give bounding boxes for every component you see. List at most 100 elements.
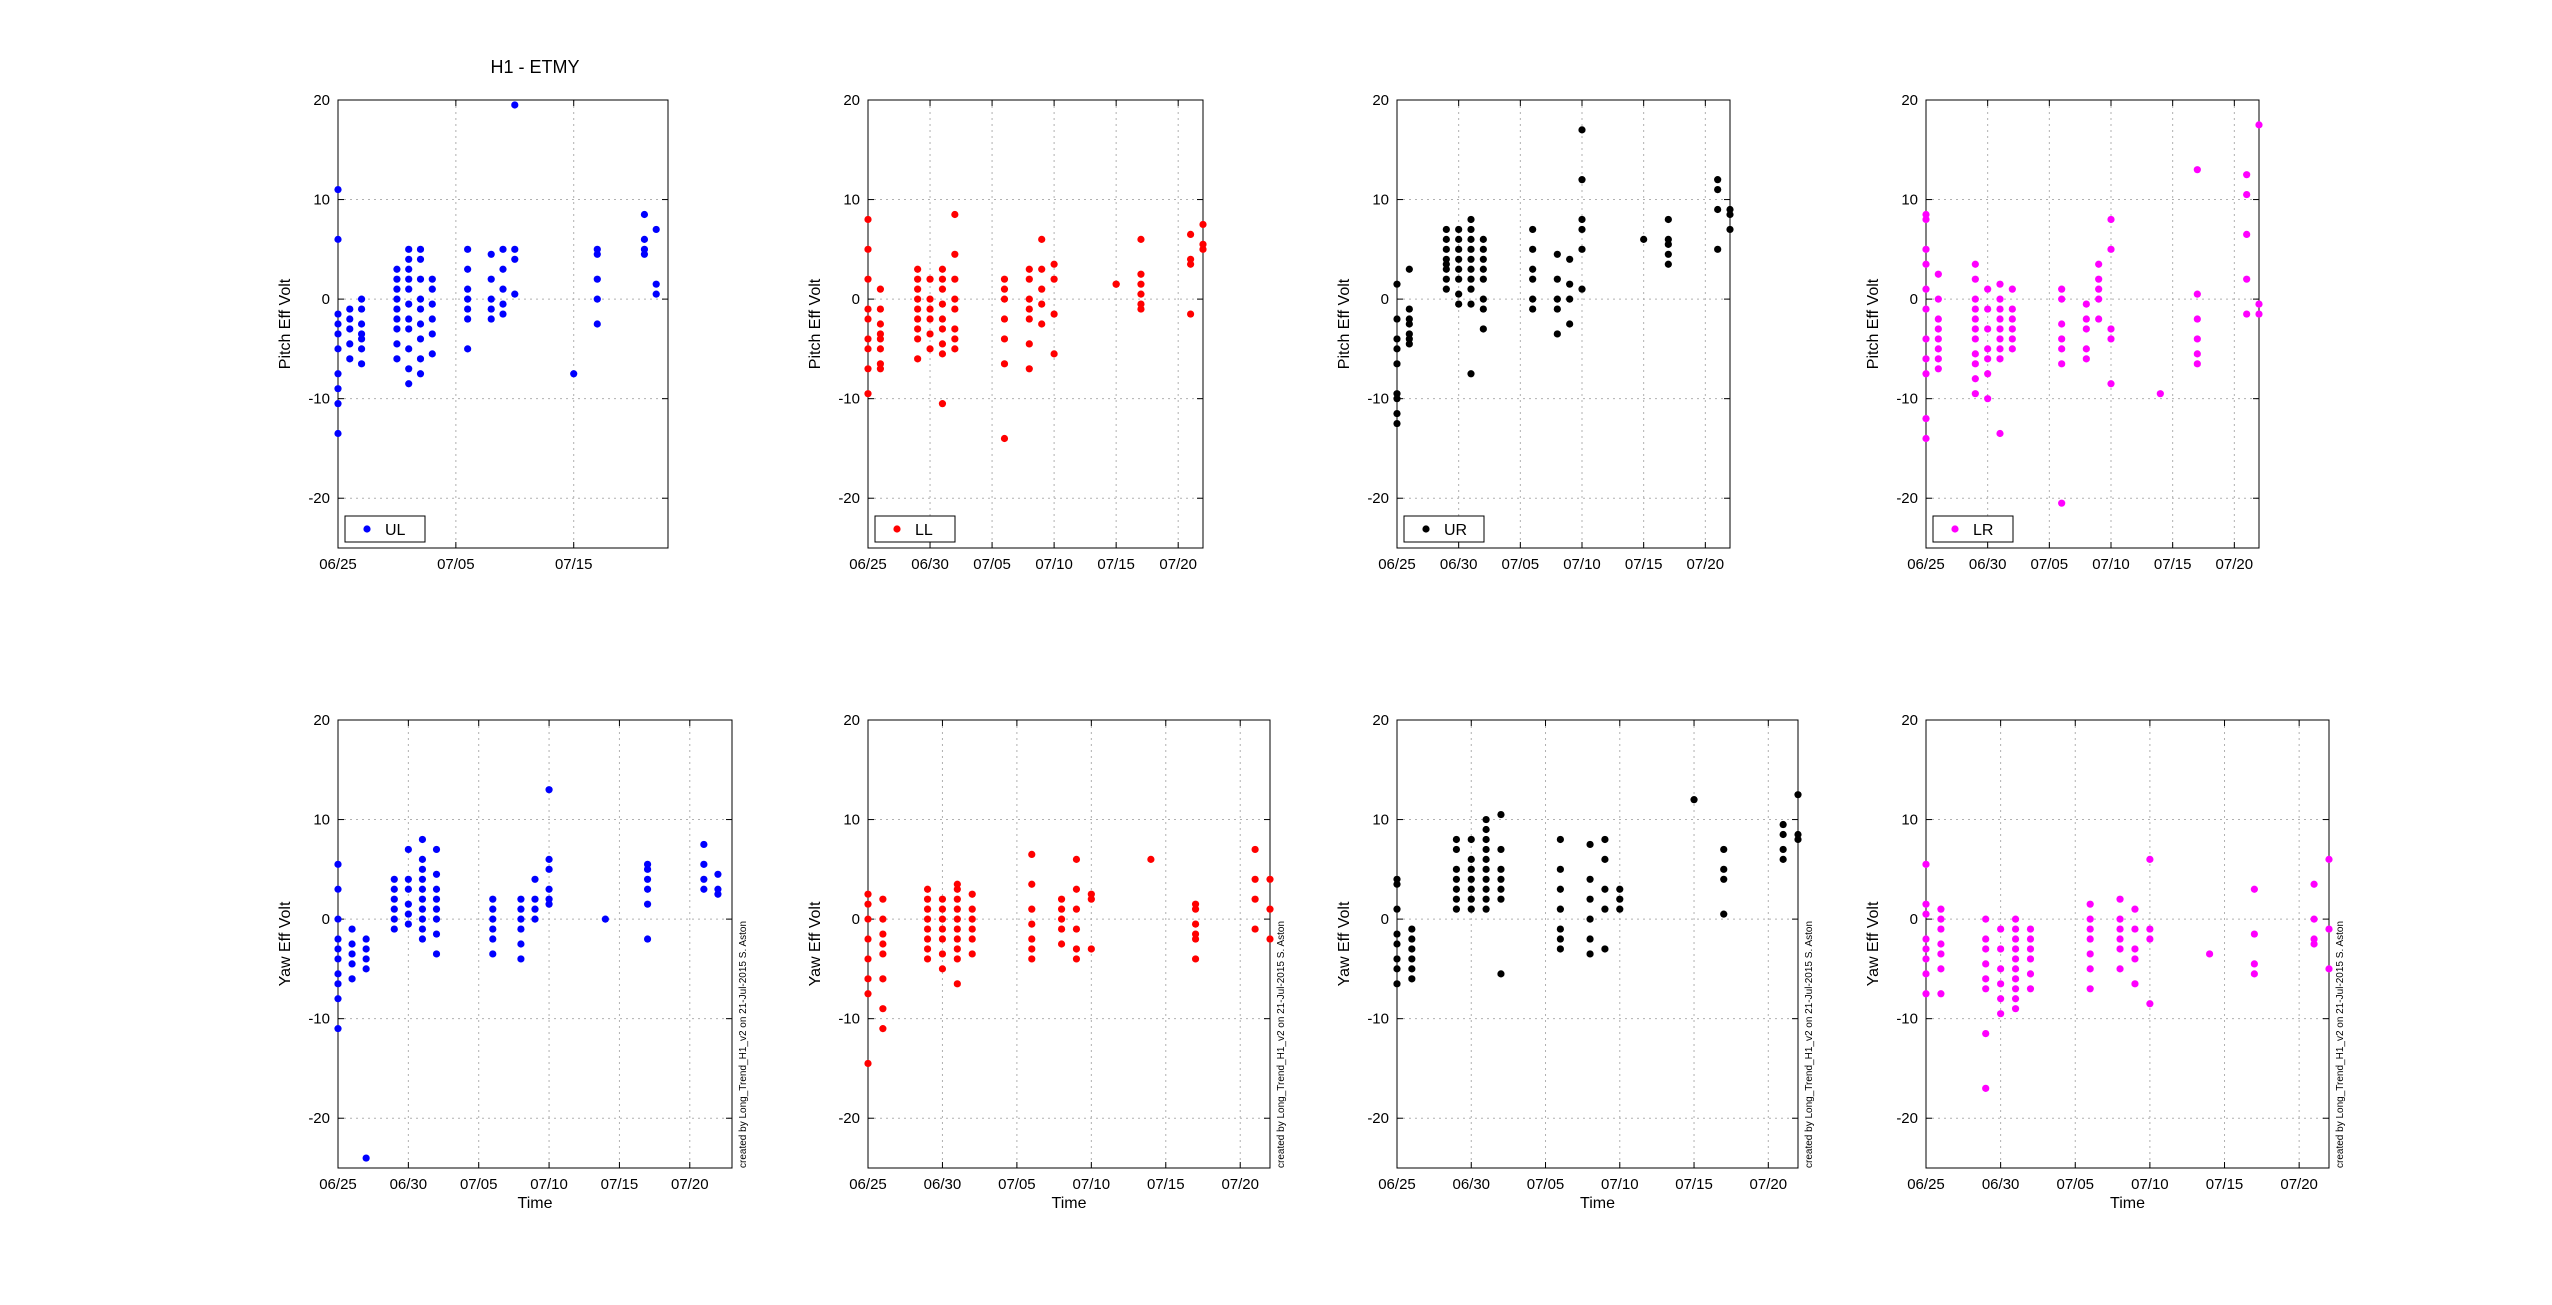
data-point bbox=[1482, 875, 1490, 883]
x-tick-label: 07/15 bbox=[1675, 1176, 1713, 1193]
data-point bbox=[348, 960, 356, 968]
data-point bbox=[1455, 300, 1463, 308]
data-point bbox=[1556, 905, 1564, 913]
data-point bbox=[1997, 995, 2005, 1003]
data-point bbox=[953, 955, 961, 963]
data-point bbox=[2082, 315, 2090, 323]
data-point bbox=[1497, 970, 1505, 978]
x-tick-label: 07/15 bbox=[2154, 556, 2192, 573]
data-point bbox=[914, 315, 922, 323]
data-point bbox=[405, 285, 413, 293]
data-point bbox=[348, 940, 356, 948]
data-point bbox=[2008, 285, 2016, 293]
data-point bbox=[714, 885, 722, 893]
data-point bbox=[1997, 945, 2005, 953]
data-point bbox=[464, 315, 472, 323]
data-point bbox=[428, 285, 436, 293]
data-point bbox=[1586, 950, 1594, 958]
data-point bbox=[1553, 250, 1561, 258]
data-point bbox=[1393, 280, 1401, 288]
data-point bbox=[517, 940, 525, 948]
x-tick-label: 06/30 bbox=[924, 1176, 962, 1193]
data-point bbox=[1726, 205, 1734, 214]
data-point bbox=[489, 925, 497, 933]
data-point bbox=[348, 925, 356, 933]
data-point bbox=[1922, 335, 1930, 343]
data-point bbox=[926, 330, 934, 338]
y-tick-label: 0 bbox=[322, 291, 330, 308]
data-point bbox=[1028, 920, 1036, 928]
data-point bbox=[393, 305, 401, 313]
data-point bbox=[1971, 335, 1979, 343]
data-point bbox=[1405, 340, 1413, 348]
data-point bbox=[570, 370, 578, 378]
data-point bbox=[2116, 965, 2124, 973]
data-point bbox=[1934, 335, 1942, 343]
data-point bbox=[1794, 791, 1802, 799]
y-axis-label: Yaw Eff Volt bbox=[1865, 901, 1882, 986]
data-point bbox=[2243, 171, 2251, 179]
data-point bbox=[951, 275, 959, 283]
data-point bbox=[953, 885, 961, 893]
data-point bbox=[2243, 275, 2251, 283]
data-point bbox=[953, 905, 961, 913]
data-point bbox=[1452, 895, 1461, 903]
data-point bbox=[1556, 945, 1564, 953]
data-point bbox=[393, 340, 401, 348]
data-point bbox=[1087, 890, 1095, 898]
data-point bbox=[1922, 860, 1930, 868]
data-point bbox=[1467, 265, 1475, 273]
data-point bbox=[700, 885, 708, 893]
x-tick-label: 07/20 bbox=[1687, 556, 1725, 573]
data-point bbox=[2095, 295, 2103, 303]
plot-frame bbox=[337, 99, 669, 549]
data-point bbox=[1982, 960, 1990, 968]
data-point bbox=[357, 320, 366, 328]
data-point bbox=[464, 285, 472, 293]
data-point bbox=[416, 320, 425, 328]
data-point bbox=[1971, 275, 1979, 283]
data-point bbox=[357, 295, 366, 303]
data-point bbox=[1578, 176, 1586, 184]
data-point bbox=[362, 945, 370, 953]
data-point bbox=[1779, 820, 1787, 829]
data-point bbox=[953, 895, 961, 903]
x-tick-label: 07/05 bbox=[998, 1176, 1036, 1193]
data-point bbox=[1726, 225, 1734, 234]
data-point bbox=[545, 885, 553, 893]
data-point bbox=[1137, 235, 1145, 243]
data-point bbox=[2310, 915, 2318, 923]
data-point bbox=[432, 870, 441, 878]
data-point bbox=[1028, 955, 1036, 963]
y-tick-label: 10 bbox=[843, 812, 860, 829]
data-point bbox=[357, 330, 366, 338]
y-tick-label: 0 bbox=[1381, 291, 1389, 308]
data-point bbox=[487, 295, 495, 303]
chart-pitch-lr: -20 -10 0 10 20 06/25 06/30 07/05 07/10 07/15 07/2… bbox=[1865, 92, 2263, 573]
data-point bbox=[517, 915, 525, 923]
data-point bbox=[1266, 905, 1274, 913]
data-point bbox=[2146, 925, 2154, 933]
data-point bbox=[418, 855, 427, 863]
data-point bbox=[1586, 935, 1594, 943]
data-point bbox=[1050, 310, 1058, 318]
data-point bbox=[393, 285, 401, 293]
data-point bbox=[864, 305, 872, 313]
data-point bbox=[487, 275, 495, 283]
x-tick-label: 07/15 bbox=[555, 556, 593, 573]
data-point bbox=[1186, 260, 1195, 268]
data-point bbox=[511, 245, 519, 253]
data-point bbox=[2082, 300, 2090, 308]
data-point bbox=[1984, 345, 1992, 353]
data-point bbox=[1025, 365, 1033, 373]
x-tick-label: 07/10 bbox=[530, 1176, 568, 1193]
data-point bbox=[951, 250, 959, 258]
data-point bbox=[1479, 295, 1487, 303]
data-point bbox=[864, 365, 872, 373]
data-point bbox=[1408, 935, 1416, 943]
data-point bbox=[938, 905, 947, 913]
data-point bbox=[1072, 925, 1081, 933]
data-point bbox=[1971, 360, 1979, 368]
data-point bbox=[362, 1154, 370, 1162]
data-point bbox=[2011, 935, 2020, 943]
